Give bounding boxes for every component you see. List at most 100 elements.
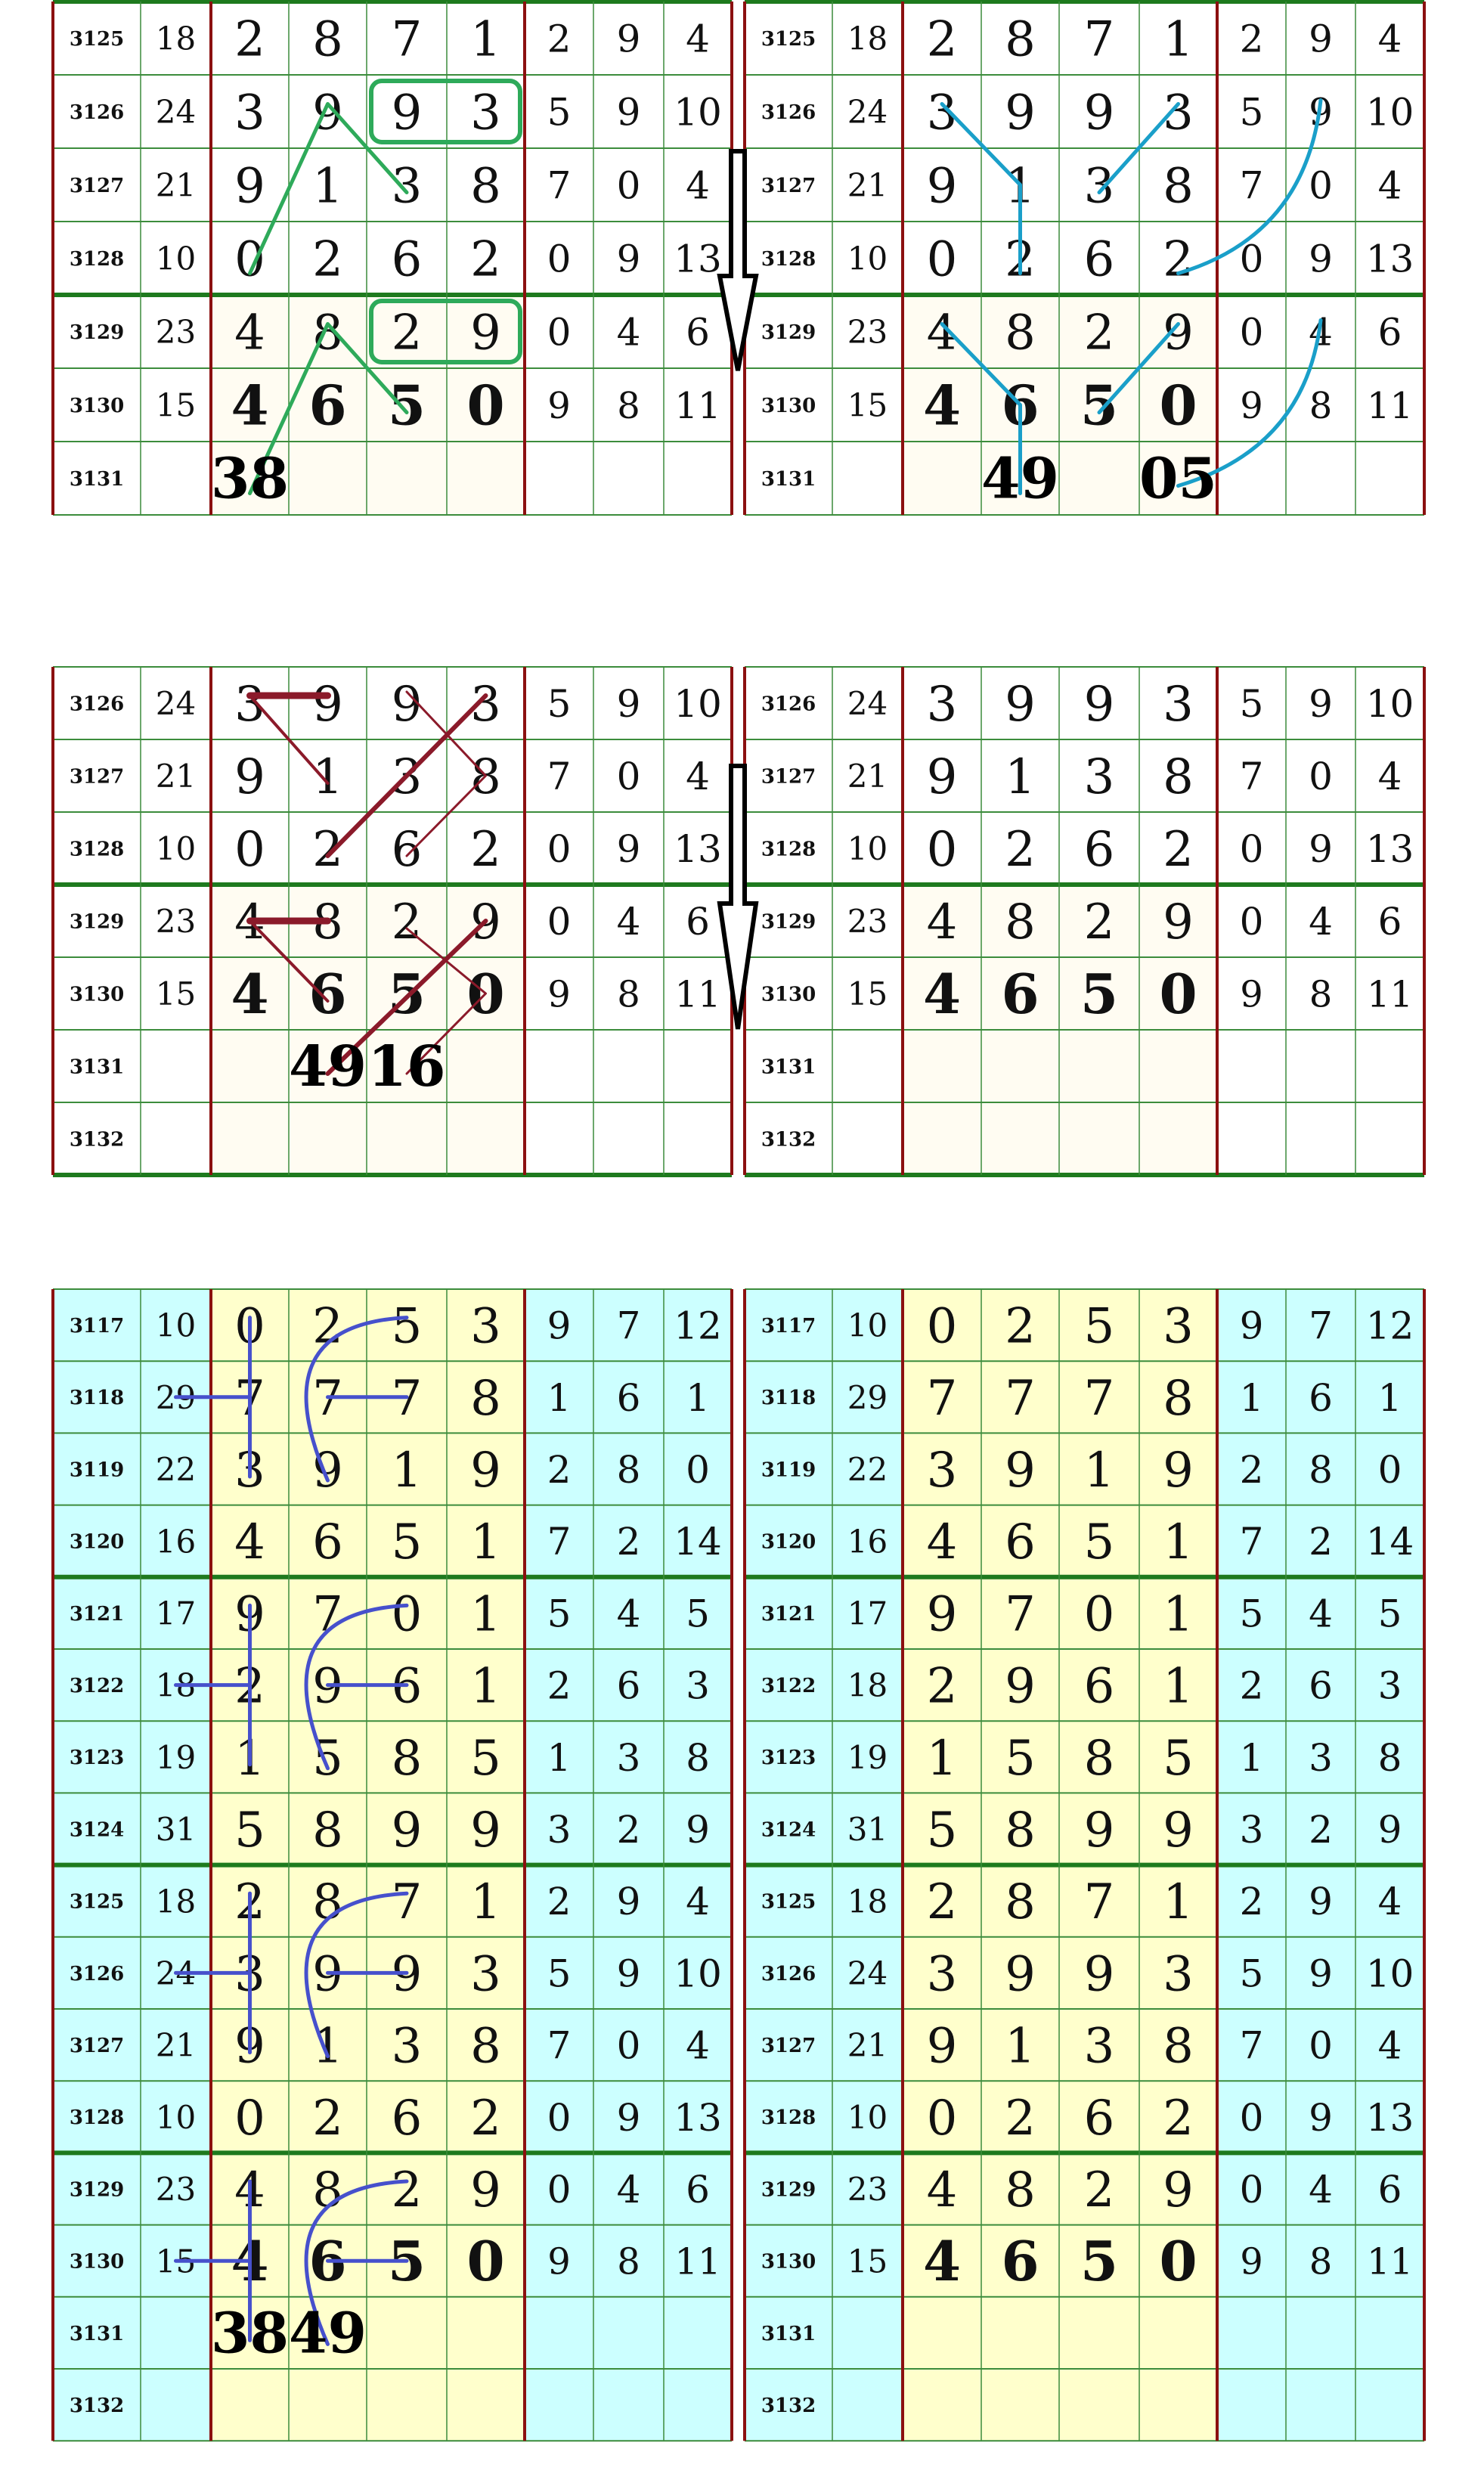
draw-digit: 6 <box>312 1514 343 1570</box>
draw-digit: 9 <box>927 159 958 215</box>
draw-digit: 3 <box>1084 2019 1115 2075</box>
sum-value: 19 <box>847 1739 888 1776</box>
cell-background <box>1139 2009 1217 2082</box>
cell-background <box>1217 885 1286 957</box>
cell-background <box>447 1936 525 2009</box>
cell-background <box>745 2224 832 2297</box>
extra-value: 5 <box>547 91 572 135</box>
cell-background <box>1059 1361 1139 1434</box>
draw-digit: 1 <box>927 1731 958 1787</box>
cell-background <box>903 2009 981 2082</box>
cell-background <box>593 295 664 368</box>
cell-background <box>981 1289 1059 1362</box>
cell-background <box>525 368 593 442</box>
cell-background <box>1217 2369 1286 2441</box>
extra-value: 6 <box>1378 311 1402 355</box>
cell-background <box>289 667 367 739</box>
cell-background <box>525 1865 593 1937</box>
sum-value: 24 <box>847 94 888 131</box>
cell-background <box>211 442 289 515</box>
cell-background <box>593 1289 664 1362</box>
cell-background <box>1355 667 1424 739</box>
cell-background <box>745 295 832 368</box>
cell-background <box>664 1721 732 1793</box>
cell-background <box>289 2296 367 2369</box>
extra-value: 2 <box>547 1664 572 1708</box>
cell-background <box>981 1433 1059 1505</box>
extra-value: 0 <box>1378 1448 1402 1492</box>
draw-digit: 6 <box>392 822 423 878</box>
extra-value: 0 <box>1240 900 1264 944</box>
cell-background <box>1217 1865 1286 1937</box>
draw-digit: 6 <box>1005 1514 1036 1570</box>
cell-background <box>525 2153 593 2225</box>
extra-value: 2 <box>1309 1808 1333 1852</box>
cell-background <box>832 1576 903 1649</box>
issue-number: 3127 <box>761 2035 816 2057</box>
draw-digit: 4 <box>234 1514 265 1570</box>
draw-digit: 0 <box>234 822 265 878</box>
trend-curve <box>304 2179 409 2346</box>
issue-number: 3129 <box>70 2178 124 2201</box>
extra-value: 9 <box>617 91 641 135</box>
cell-background <box>1139 2296 1217 2369</box>
extra-value: 4 <box>1378 1880 1402 1923</box>
cell-background <box>903 2153 981 2225</box>
draw-digit: 5 <box>392 1514 423 1570</box>
draw-digit: 9 <box>1163 1803 1194 1858</box>
cell-background <box>447 2369 525 2441</box>
cell-background <box>745 2081 832 2153</box>
cell-background <box>1217 1102 1286 1175</box>
cell-background <box>1139 2153 1217 2225</box>
cell-background <box>289 2009 367 2082</box>
draw-digit: 2 <box>234 12 265 68</box>
draw-digit: 7 <box>927 1371 958 1427</box>
cell-background <box>745 1361 832 1434</box>
extra-value: 9 <box>1309 237 1333 281</box>
cell-background <box>1059 442 1139 515</box>
cell-background <box>745 1793 832 1865</box>
cell-background <box>664 1102 732 1175</box>
sum-value: 24 <box>156 685 196 722</box>
draw-digit: 3 <box>1163 85 1194 141</box>
cell-background <box>53 2153 141 2225</box>
cell-background <box>745 1576 832 1649</box>
cell-background <box>593 148 664 222</box>
cell-background <box>903 2369 981 2441</box>
cell-background <box>525 2009 593 2082</box>
draw-digit: 3 <box>392 2019 423 2075</box>
issue-number: 3127 <box>761 765 816 788</box>
extra-value: 9 <box>1309 827 1333 871</box>
draw-digit: 9 <box>1005 85 1036 141</box>
draw-digit: 8 <box>1005 2162 1036 2218</box>
extra-value: 0 <box>547 237 572 281</box>
extra-value: 14 <box>674 1520 722 1564</box>
cell-background <box>832 1721 903 1793</box>
draw-digit: 1 <box>1084 1443 1115 1499</box>
cell-background <box>981 1505 1059 1577</box>
extra-value: 9 <box>547 973 571 1015</box>
extra-value: 9 <box>1240 385 1263 427</box>
extra-value: 6 <box>1309 1376 1333 1420</box>
cell-background <box>832 1793 903 1865</box>
issue-number: 3127 <box>70 765 124 788</box>
cell-background <box>1286 739 1355 812</box>
draw-digit: 2 <box>312 232 343 288</box>
extra-value: 9 <box>617 1880 641 1923</box>
cell-background <box>1286 812 1355 885</box>
extra-value: 0 <box>1240 827 1264 871</box>
cell-background <box>447 1289 525 1362</box>
cell-background <box>141 2081 211 2153</box>
cell-background <box>1355 885 1424 957</box>
cell-background <box>1286 885 1355 957</box>
issue-number: 3124 <box>70 1818 124 1841</box>
cell-background <box>1059 957 1139 1030</box>
extra-value: 2 <box>1240 17 1264 61</box>
extra-value: 4 <box>1378 755 1402 798</box>
cell-background <box>981 2153 1059 2225</box>
cell-background <box>1286 1936 1355 2009</box>
draw-digit: 3 <box>927 1946 958 2002</box>
cell-background <box>447 1793 525 1865</box>
extra-value: 12 <box>1366 1304 1414 1348</box>
